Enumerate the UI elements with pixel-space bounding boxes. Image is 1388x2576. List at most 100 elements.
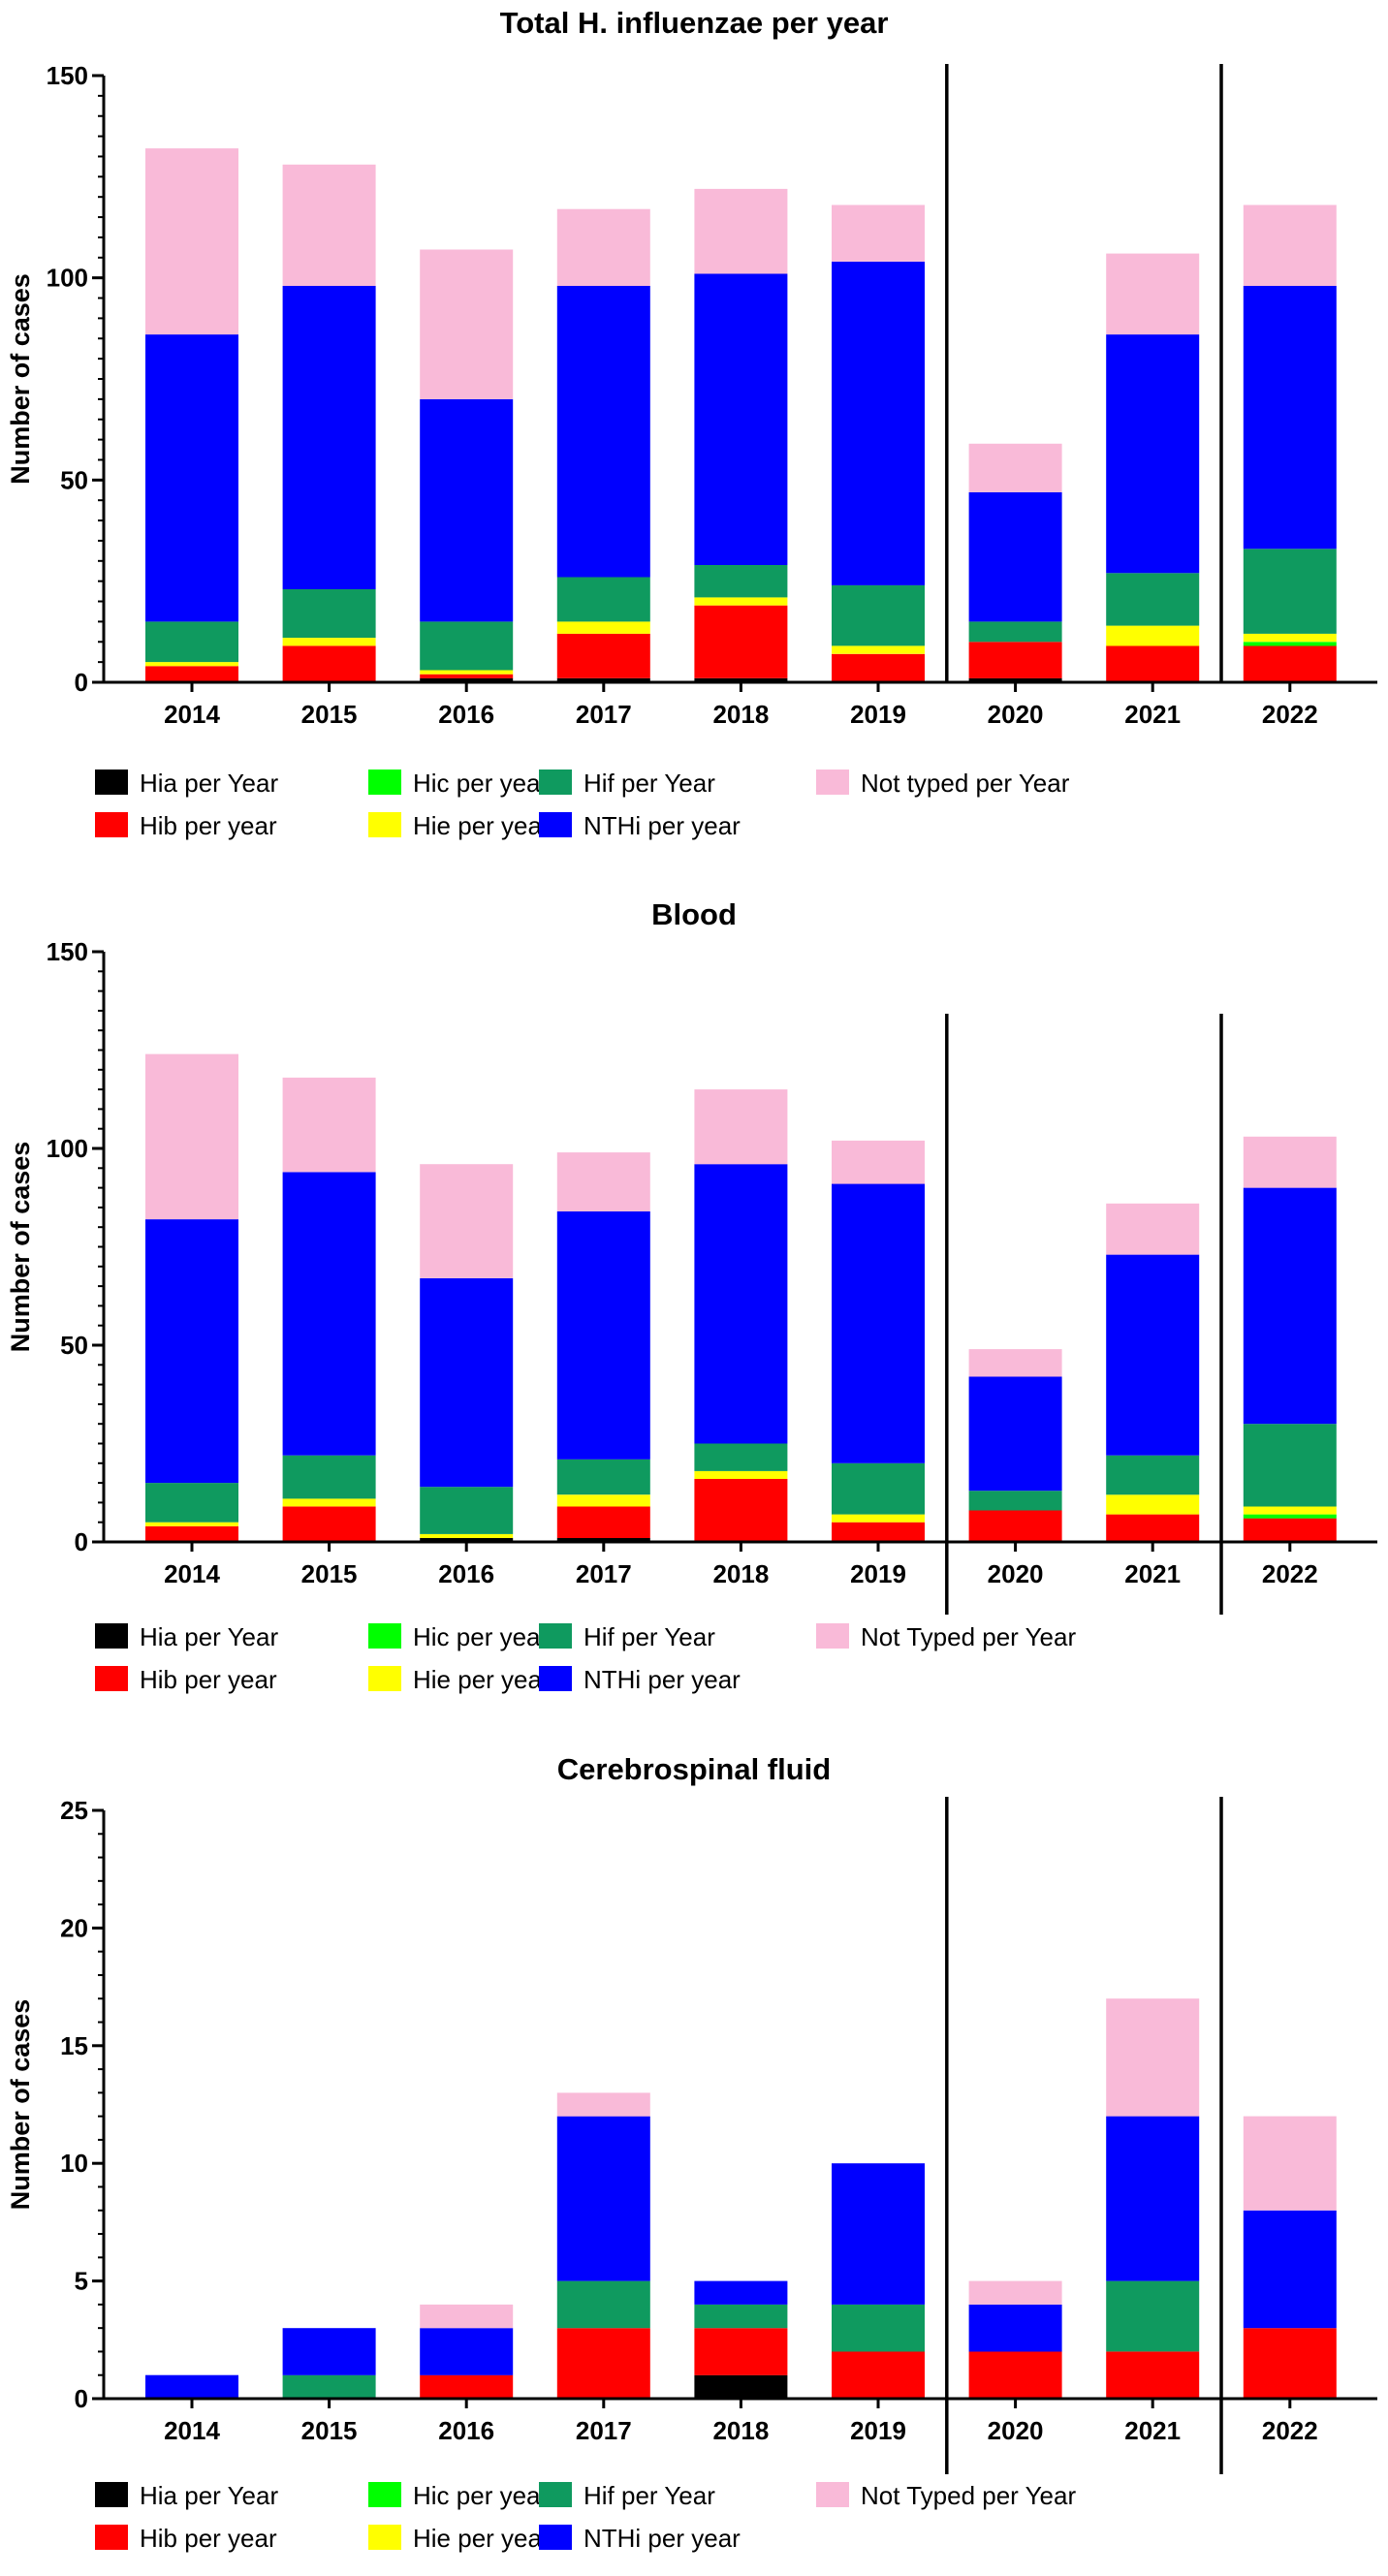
x-tick-label-2020: 2020 xyxy=(988,700,1044,729)
chart-panel-2: Blood Number of cases 2014 2015 2016 2017 2018… xyxy=(6,897,1377,1694)
bar-segment-nthi-2021 xyxy=(1106,1254,1200,1456)
bar-segment-hif-2015 xyxy=(282,1455,376,1499)
bar-segment-hia-2016 xyxy=(420,1537,514,1542)
y-tick-label-100: 100 xyxy=(47,264,88,293)
bar-segment-nthi-2017 xyxy=(556,2116,650,2281)
bar-segment-nthi-2016 xyxy=(420,1278,514,1488)
bar-segment-hie-2022 xyxy=(1243,1506,1337,1515)
bar-segment-hib-2021 xyxy=(1106,645,1200,682)
x-tick-label-2021: 2021 xyxy=(1124,1559,1181,1588)
legend: Hia per Year Hib per year Hic per year Hie … xyxy=(95,1622,1076,1694)
x-tick-label-2014: 2014 xyxy=(164,1559,220,1588)
bar-segment-not_typed-2021 xyxy=(1106,1203,1200,1255)
bar-segment-hie-2018 xyxy=(694,597,788,606)
bar-segment-hib-2022 xyxy=(1243,2328,1337,2399)
legend-swatch-hic xyxy=(368,770,401,795)
bar-segment-hif-2018 xyxy=(694,2304,788,2329)
bar-segment-hif-2019 xyxy=(832,584,925,646)
x-tick-label-2021: 2021 xyxy=(1124,700,1181,729)
bar-segment-hie-2017 xyxy=(556,621,650,634)
bar-segment-hib-2014 xyxy=(145,666,238,682)
legend-swatch-hib xyxy=(95,812,128,837)
bar-segment-hia-2016 xyxy=(420,677,514,682)
bar-segment-hib-2017 xyxy=(556,1506,650,1538)
bar-segment-not_typed-2014 xyxy=(145,148,238,335)
legend-label-hif: Hif per Year xyxy=(584,769,715,798)
x-tick-label-2019: 2019 xyxy=(850,2416,906,2445)
x-tick-label-2017: 2017 xyxy=(576,2416,632,2445)
bar-segment-hib-2015 xyxy=(282,645,376,682)
bar-segment-hia-2017 xyxy=(556,677,650,682)
legend-label-nthi: NTHi per year xyxy=(584,1665,741,1694)
bar-segment-nthi-2020 xyxy=(968,491,1062,622)
bar-segment-nthi-2022 xyxy=(1243,286,1337,550)
y-tick-label-50: 50 xyxy=(60,1331,88,1360)
bar-segment-hie-2016 xyxy=(420,670,514,675)
bar-segment-hib-2019 xyxy=(832,653,925,682)
bar-segment-hib-2021 xyxy=(1106,2351,1200,2399)
x-tick-label-2017: 2017 xyxy=(576,1559,632,1588)
legend-swatch-hic xyxy=(368,1623,401,1649)
bar-segment-hif-2014 xyxy=(145,1483,238,1523)
bar-segment-nthi-2018 xyxy=(694,1164,788,1444)
y-tick-label-0: 0 xyxy=(75,668,88,697)
bar-segment-not_typed-2015 xyxy=(282,1077,376,1173)
bar-segment-hib-2022 xyxy=(1243,1518,1337,1542)
bar-segment-not_typed-2020 xyxy=(968,443,1062,492)
bar-segment-hia-2017 xyxy=(556,1537,650,1542)
bar-segment-hia-2018 xyxy=(694,2374,788,2399)
bar-segment-hif-2020 xyxy=(968,621,1062,643)
legend-label-hib: Hib per year xyxy=(140,811,277,840)
x-tick-label-2015: 2015 xyxy=(301,2416,358,2445)
bar-segment-hib-2014 xyxy=(145,1525,238,1542)
bar-segment-nthi-2017 xyxy=(556,286,650,578)
bar-segment-hie-2014 xyxy=(145,662,238,667)
legend-label-nthi: NTHi per year xyxy=(584,811,741,840)
bar-segment-hib-2018 xyxy=(694,2328,788,2375)
bar-segment-hif-2022 xyxy=(1243,549,1337,634)
bar-segment-hif-2015 xyxy=(282,2374,376,2399)
bar-segment-hie-2021 xyxy=(1106,625,1200,646)
bar-segment-nthi-2021 xyxy=(1106,334,1200,574)
y-tick-label-150: 150 xyxy=(47,61,88,90)
bar-segment-not_typed-2016 xyxy=(420,249,514,399)
y-tick-label-25: 25 xyxy=(60,1796,88,1825)
bar-segment-not_typed-2022 xyxy=(1243,204,1337,286)
x-tick-label-2015: 2015 xyxy=(301,1559,358,1588)
bar-segment-hif-2021 xyxy=(1106,1455,1200,1495)
x-tick-label-2019: 2019 xyxy=(850,700,906,729)
bar-segment-hie-2015 xyxy=(282,1498,376,1507)
bar-segment-hib-2018 xyxy=(694,605,788,678)
bar-segment-hib-2021 xyxy=(1106,1514,1200,1542)
x-tick-label-2016: 2016 xyxy=(438,700,494,729)
bar-segment-hib-2015 xyxy=(282,1506,376,1542)
bar-segment-hie-2015 xyxy=(282,638,376,646)
bar-segment-not_typed-2022 xyxy=(1243,1136,1337,1188)
legend-swatch-hif xyxy=(539,770,572,795)
chart-title: Cerebrospinal fluid xyxy=(557,1752,831,1786)
bar-segment-hia-2018 xyxy=(694,677,788,682)
legend: Hia per Year Hib per year Hic per year Hie … xyxy=(95,2481,1076,2553)
chart-panel-3: Cerebrospinal fluid Number of cases 2014 20… xyxy=(6,1752,1377,2553)
bar-segment-nthi-2020 xyxy=(968,1376,1062,1492)
bar-segment-not_typed-2019 xyxy=(832,1140,925,1184)
legend-swatch-nthi xyxy=(539,812,572,837)
bar-segment-hif-2017 xyxy=(556,2280,650,2329)
bar-segment-hif-2018 xyxy=(694,565,788,598)
bar-segment-hif-2015 xyxy=(282,589,376,639)
legend-label-hib: Hib per year xyxy=(140,1665,277,1694)
legend-swatch-not_typed xyxy=(816,1623,849,1649)
bar-segment-hif-2021 xyxy=(1106,2280,1200,2352)
bar-segment-hie-2017 xyxy=(556,1494,650,1507)
chart-title: Total H. influenzae per year xyxy=(500,6,889,40)
bar-segment-hie-2021 xyxy=(1106,1494,1200,1515)
legend-swatch-nthi xyxy=(539,2525,572,2550)
y-axis-label: Number of cases xyxy=(6,1142,35,1353)
legend-swatch-hie xyxy=(368,812,401,837)
legend-label-hie: Hie per year xyxy=(413,811,551,840)
x-tick-label-2022: 2022 xyxy=(1262,1559,1318,1588)
bar-segment-not_typed-2018 xyxy=(694,1089,788,1165)
legend-swatch-hif xyxy=(539,1623,572,1649)
bar-segment-hib-2019 xyxy=(832,1522,925,1542)
legend-label-nthi: NTHi per year xyxy=(584,2524,741,2553)
